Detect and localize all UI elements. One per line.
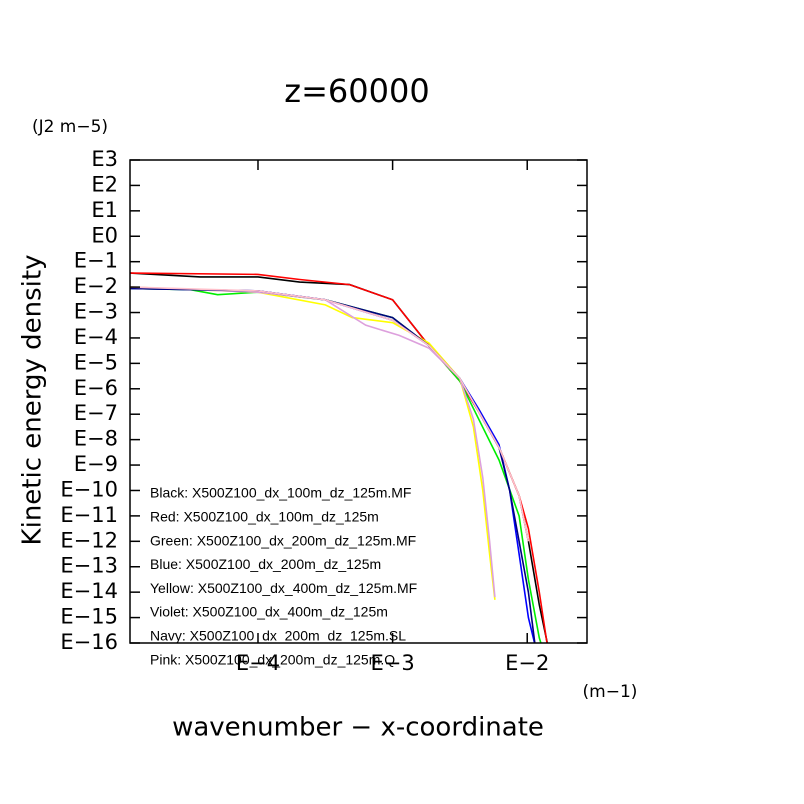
legend-entry: Red: X500Z100_dx_100m_dz_125m [150,509,379,525]
legend-entry: Yellow: X500Z100_dx_400m_dz_125m.MF [150,580,417,596]
y-tick-label: E−4 [74,325,118,349]
legend-entry: Blue: X500Z100_dx_200m_dz_125m [150,556,381,572]
series-line [130,286,496,600]
y-tick-label: E−2 [74,274,118,298]
y-tick-label: E−9 [74,452,118,476]
y-unit: (J2 m−5) [32,117,108,137]
y-tick-label: E−12 [60,528,118,552]
legend-entry: Pink: X500Z100_dx_200m_dz_125m.Q [150,651,395,667]
x-tick-label: E−2 [505,651,549,675]
x-tick-label: E−4 [236,651,280,675]
y-axis-label: Kinetic energy density [18,255,48,546]
y-tick-label: E−11 [60,503,118,527]
y-tick-label: E0 [91,223,118,247]
legend-entry: Green: X500Z100_dx_200m_dz_125m.MF [150,532,416,548]
x-tick-label: E−3 [370,651,414,675]
y-tick-label: E−13 [60,554,118,578]
y-tick-label: E−1 [74,249,118,273]
y-tick-label: E3 [91,147,118,171]
legend-entry: Violet: X500Z100_dx_400m_dz_125m [150,604,388,620]
chart-title: z=60000 [284,72,429,110]
y-tick-label: E−14 [60,579,118,603]
y-tick-label: E−15 [60,605,118,629]
y-tick-label: E1 [91,198,118,222]
legend-entry: Black: X500Z100_dx_100m_dz_125m.MF [150,485,411,501]
x-axis-label: wavenumber − x-coordinate [172,713,544,743]
plot-lines [130,272,549,643]
plot-frame [129,159,588,644]
series-line [130,286,530,542]
y-tick-label: E−10 [60,477,118,501]
legend-entry: Navy: X500Z100_dx_200m_dz_125m.SL [150,628,406,644]
y-tick-label: E−6 [74,376,118,400]
y-tick-label: E−3 [74,300,118,324]
y-tick-label: E−7 [74,401,118,425]
x-unit: (m−1) [583,682,638,702]
y-tick-label: E−16 [60,630,118,654]
y-tick-label: E−8 [74,427,118,451]
y-tick-label: E−5 [74,350,118,374]
y-tick-label: E2 [91,172,118,196]
